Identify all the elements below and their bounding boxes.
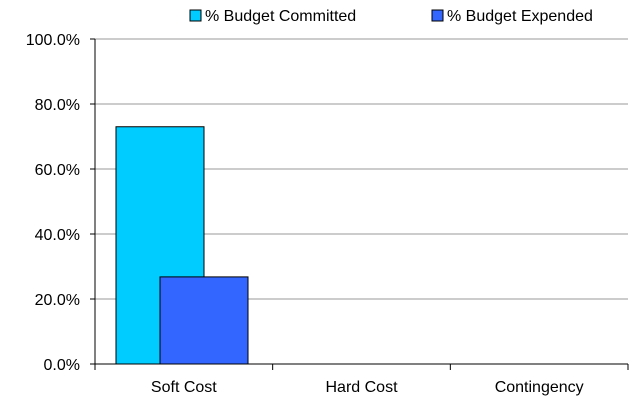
- x-tick-label: Contingency: [495, 379, 584, 396]
- y-tick-labels: 0.0% 20.0% 40.0% 60.0% 80.0% 100.0%: [26, 32, 80, 374]
- y-tick-label: 0.0%: [44, 357, 80, 374]
- y-tick-label: 60.0%: [35, 162, 80, 179]
- bar-expended-soft-cost: [159, 276, 249, 365]
- legend-label-expended: % Budget Expended: [447, 8, 593, 25]
- x-tick-label: Soft Cost: [151, 379, 217, 396]
- y-tick-label: 40.0%: [35, 227, 80, 244]
- legend-label-committed: % Budget Committed: [205, 8, 356, 25]
- y-tick-label: 20.0%: [35, 292, 80, 309]
- x-tick-label: Hard Cost: [325, 379, 398, 396]
- bars: [115, 126, 249, 365]
- x-tick-labels: Soft Cost Hard Cost Contingency: [151, 379, 584, 396]
- legend-swatch-committed: [189, 9, 202, 22]
- axes: [94, 39, 629, 370]
- legend: % Budget Committed % Budget Expended: [189, 8, 593, 25]
- legend-swatch-expended: [431, 9, 444, 22]
- y-tick-label: 100.0%: [26, 32, 80, 49]
- y-tick-label: 80.0%: [35, 97, 80, 114]
